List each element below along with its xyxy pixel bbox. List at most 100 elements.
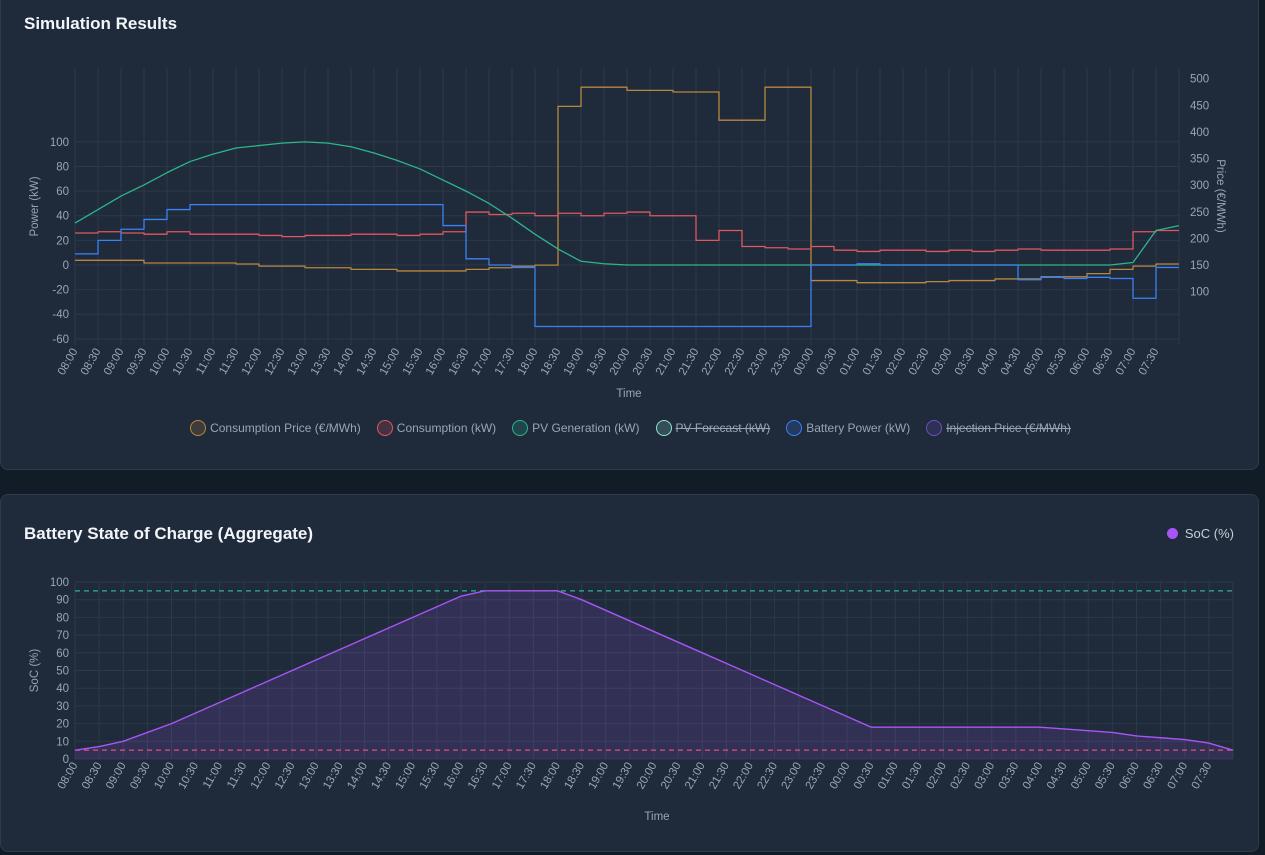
x-tick-label: 16:00 (424, 347, 449, 378)
x-tick-label: 15:30 (401, 347, 426, 378)
legend-item-battery-power[interactable]: Battery Power (kW) (786, 420, 910, 436)
y-tick-label: 90 (56, 595, 69, 607)
legend-swatch (926, 420, 943, 436)
x-tick-label: 00:00 (792, 347, 817, 378)
legend-swatch (655, 420, 672, 436)
x-tick-label: 15:00 (394, 761, 419, 792)
y-tick-label: 20 (56, 235, 69, 247)
y2-tick-label: 500 (1190, 74, 1209, 86)
y-tick-label: 10 (56, 736, 69, 748)
y2-tick-label: 300 (1190, 180, 1209, 192)
x-tick-label: 21:30 (677, 347, 702, 378)
x-tick-label: 04:30 (1045, 761, 1070, 792)
x-tick-label: 01:00 (838, 347, 863, 378)
legend-label: PV Generation (kW) (532, 421, 640, 435)
x-tick-label: 02:30 (907, 347, 932, 378)
x-tick-label: 10:30 (171, 347, 196, 378)
y-tick-label: -60 (52, 334, 69, 346)
x-tick-label: 20:00 (635, 761, 660, 792)
x-tick-label: 07:30 (1137, 347, 1162, 378)
x-tick-label: 22:30 (723, 347, 748, 378)
x-tick-label: 12:00 (240, 347, 265, 378)
x-tick-label: 16:30 (466, 761, 491, 792)
legend-label: Battery Power (kW) (806, 421, 911, 435)
x-tick-label: 04:00 (976, 347, 1001, 378)
x-tick-label: 23:00 (746, 347, 771, 378)
simulation-legend: Consumption Price (€/MWh) Consumption (k… (1, 420, 1260, 436)
x-tick-label: 13:00 (286, 347, 311, 378)
y-tick-label: 40 (56, 683, 69, 695)
x-tick-label: 02:00 (884, 347, 909, 378)
x-tick-label: 13:30 (321, 761, 346, 792)
simulation-results-card: Simulation Results -60 -40 -20 0 20 40 60 80 100… (0, 0, 1259, 470)
x-tick-label: 07:00 (1166, 761, 1191, 792)
legend-item-consumption-price[interactable]: Consumption Price (€/MWh) (190, 420, 361, 436)
x-tick-label: 22:30 (755, 761, 780, 792)
x-tick-label: 05:00 (1022, 347, 1047, 378)
y-tick-label: -20 (52, 285, 69, 297)
x-tick-label: 03:30 (997, 761, 1022, 792)
x-tick-label: 13:30 (309, 347, 334, 378)
x-tick-label: 00:30 (852, 761, 877, 792)
x-tick-label: 03:00 (973, 761, 998, 792)
legend-label: Injection Price (€/MWh) (946, 421, 1071, 435)
y2-tick-label: 200 (1190, 233, 1209, 245)
x-tick-label: 20:00 (608, 347, 633, 378)
legend-swatch (512, 420, 529, 436)
soc-title: Battery State of Charge (Aggregate) (24, 524, 314, 543)
x-tick-label: 17:30 (493, 347, 518, 378)
series-line-consumption-kw (75, 211, 1179, 253)
x-tick-label: 11:00 (201, 761, 225, 791)
x-tick-label: 01:00 (876, 761, 901, 792)
x-tick-label: 07:00 (1114, 347, 1139, 378)
x-tick-label: 07:30 (1190, 761, 1215, 792)
x-tick-label: 17:00 (470, 347, 495, 378)
x-tick-label: 02:30 (948, 761, 973, 792)
y-tick-label: 40 (56, 211, 69, 223)
legend-item-consumption[interactable]: Consumption (kW) (376, 420, 496, 436)
soc-legend-dot (1166, 528, 1178, 539)
legend-label: Consumption Price (€/MWh) (210, 421, 361, 435)
x-tick-label: 14:30 (355, 347, 380, 378)
x-tick-label: 08:00 (56, 347, 81, 378)
legend-item-pv-generation[interactable]: PV Generation (kW) (512, 420, 640, 436)
soc-legend[interactable]: SoC (%) (1166, 526, 1234, 541)
legend-item-pv-forecast[interactable]: PV Forecast (kW) (655, 420, 771, 436)
x-tick-label: 18:00 (538, 761, 563, 792)
series-line-consumption-price-mwh (75, 86, 1179, 284)
x-tick-label: 04:30 (999, 347, 1024, 378)
x-tick-label: 00:30 (815, 347, 840, 378)
x-tick-label: 09:00 (102, 347, 127, 378)
y-tick-label: 50 (56, 666, 69, 678)
x-tick-label: 10:30 (176, 761, 201, 792)
y-tick-label: 80 (56, 612, 69, 624)
x-tick-label: 11:30 (217, 347, 241, 377)
x-tick-label: 21:00 (654, 347, 679, 378)
x-tick-label: 14:00 (332, 347, 357, 378)
x-tick-label: 23:00 (780, 761, 805, 792)
legend-label: PV Forecast (kW) (675, 421, 771, 435)
y2-tick-label: 350 (1190, 154, 1209, 166)
legend-swatch (376, 420, 393, 436)
legend-item-injection-price[interactable]: Injection Price (€/MWh) (926, 420, 1071, 436)
soc-area-fill (75, 590, 1233, 759)
series-line-battery-power-kw (75, 204, 1179, 328)
y-tick-label: 80 (56, 161, 69, 173)
x-tick-label: 19:30 (611, 761, 636, 792)
x-tick-label: 06:00 (1117, 761, 1142, 792)
x-tick-label: 20:30 (631, 347, 656, 378)
x-tick-label: 09:00 (104, 761, 129, 792)
y-tick-label: 0 (63, 260, 69, 272)
x-tick-label: 21:30 (707, 761, 732, 792)
x-tick-label: 17:00 (490, 761, 515, 792)
y2-tick-label: 450 (1190, 100, 1209, 112)
y2-tick-label: 150 (1190, 260, 1209, 272)
x-tick-label: 10:00 (152, 761, 177, 792)
x-tick-label: 12:00 (249, 761, 274, 792)
y-tick-label: 20 (56, 719, 69, 731)
x-tick-label: 15:00 (378, 347, 403, 378)
y2-tick-label: 400 (1190, 127, 1209, 139)
x-tick-label: 05:30 (1045, 347, 1070, 378)
soc-chart: 0 10 20 30 40 50 60 70 80 90 100 08:00 08:30 09:00 09:… (29, 577, 1234, 823)
x-tick-label: 06:30 (1141, 761, 1166, 792)
